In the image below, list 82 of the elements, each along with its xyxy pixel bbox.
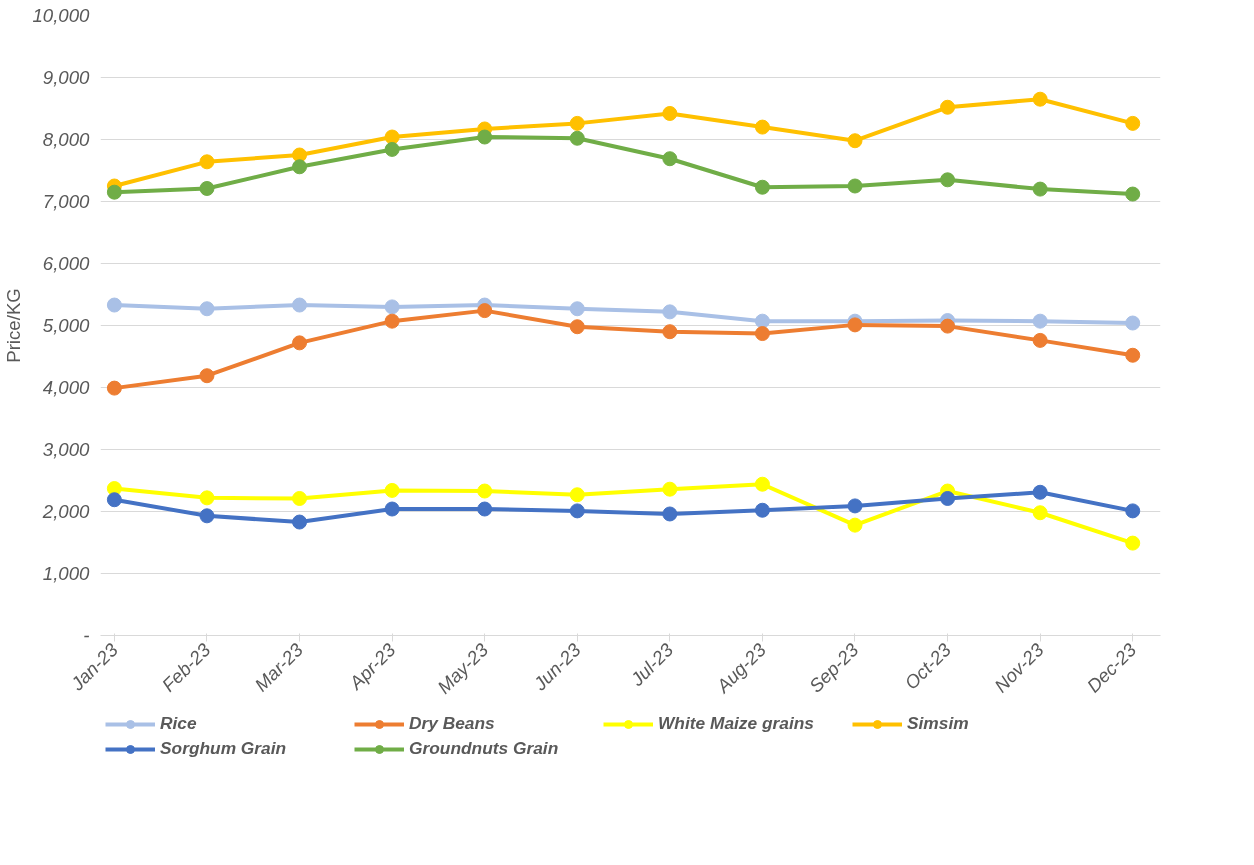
point [292,514,308,530]
point [1125,347,1141,363]
point [1125,115,1141,131]
point [1032,484,1048,500]
point [106,184,122,200]
point [940,172,956,188]
point [106,492,122,508]
point [1125,315,1141,331]
point [1032,181,1048,197]
point [199,368,215,384]
y-tick-label: 3,000 [42,439,91,460]
y-tick-label: 7,000 [42,191,91,212]
point [569,503,585,519]
y-tick-label: 9,000 [42,67,91,88]
point [754,476,770,492]
point [384,299,400,315]
point [940,490,956,506]
point [940,318,956,334]
point [569,130,585,146]
y-tick-label: - [83,625,90,646]
point [1032,505,1048,521]
point [292,159,308,175]
point [754,119,770,135]
point [1125,186,1141,202]
point [1032,91,1048,107]
point [199,180,215,196]
legend-label: Simsim [907,713,970,734]
point [754,313,770,329]
point [847,133,863,149]
point [569,115,585,131]
point [569,301,585,317]
point [1125,535,1141,551]
point [384,482,400,498]
point [662,324,678,340]
point [847,498,863,514]
point [199,490,215,506]
point [662,481,678,497]
legend-label: Sorghum Grain [160,738,288,759]
point [384,129,400,145]
point [662,304,678,320]
point [384,313,400,329]
y-tick-label: 5,000 [42,315,91,336]
y-tick-label: 10,000 [32,5,91,26]
legend-label: Dry Beans [409,713,496,734]
point [569,487,585,503]
point [847,517,863,533]
y-tick-label: 6,000 [42,253,91,274]
point [847,178,863,194]
y-tick-label: 1,000 [42,563,91,584]
y-axis-title: Price/KG [3,288,25,363]
y-tick-label: 2,000 [41,501,91,522]
point [292,490,308,506]
point [477,129,493,145]
point [754,502,770,518]
legend-label: White Maize grains [658,713,815,734]
point [477,483,493,499]
point [754,179,770,195]
point [940,99,956,115]
legend-label: Groundnuts Grain [409,738,560,759]
point [106,297,122,313]
point [106,380,122,396]
point [199,154,215,170]
point [1032,332,1048,348]
point [384,141,400,157]
point [199,508,215,524]
legend-label: Rice [160,713,198,734]
point [477,303,493,319]
point [1125,503,1141,519]
point [754,326,770,342]
point [199,301,215,317]
point [569,319,585,335]
point [662,151,678,167]
y-tick-label: 4,000 [42,377,91,398]
point [662,105,678,121]
point [662,506,678,522]
point [292,335,308,351]
point [292,297,308,313]
point [477,501,493,517]
point [1032,313,1048,329]
point [384,501,400,517]
y-tick-label: 8,000 [42,129,91,150]
point [847,317,863,333]
